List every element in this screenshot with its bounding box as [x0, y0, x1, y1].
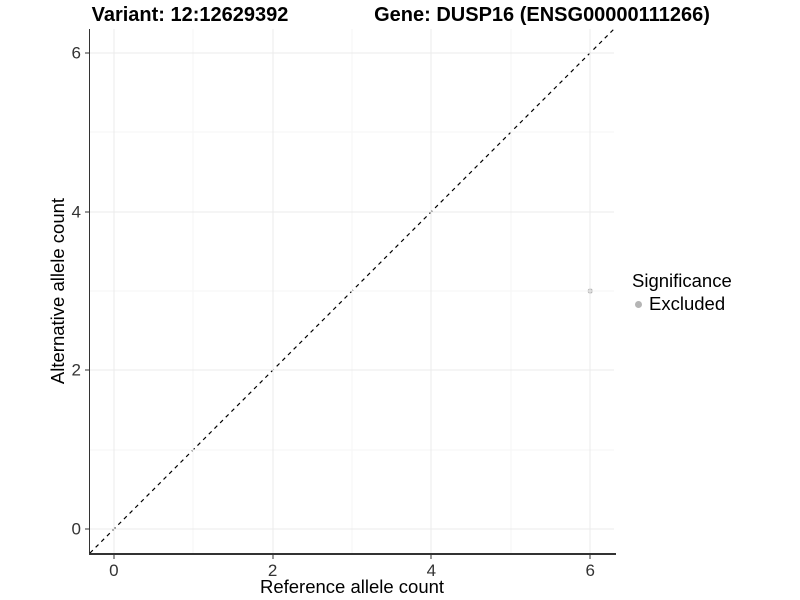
plot-title-variant: Variant: 12:12629392	[91, 4, 289, 26]
x-tick-label: 2	[267, 561, 278, 580]
plot-panel: 0 2 4 6 0 2 4 6	[72, 28, 615, 579]
legend-item-label: Excluded	[649, 293, 726, 314]
y-tick-label: 6	[71, 43, 81, 63]
legend: Significance Excluded	[632, 270, 732, 314]
gridline-y-minor	[90, 449, 614, 451]
legend-item-excluded: Excluded	[632, 294, 732, 314]
x-tick-label: 4	[426, 561, 437, 580]
y-tick-mark	[84, 528, 89, 530]
gridline-y-major	[90, 52, 614, 54]
x-tick-mark	[430, 554, 432, 559]
gridline-y-major	[90, 211, 614, 213]
gridline-y-major	[90, 369, 614, 371]
x-tick-mark	[589, 554, 591, 559]
y-axis-line	[88, 29, 90, 555]
gridline-x-major	[113, 29, 115, 553]
gridline-x-major	[272, 29, 274, 553]
x-tick-label: 6	[585, 561, 595, 580]
y-tick-label: 2	[71, 360, 81, 380]
gridline-y-minor	[90, 131, 614, 133]
x-tick-label: 0	[109, 561, 119, 580]
x-axis-line	[88, 553, 616, 555]
x-axis-title: Reference allele count	[259, 576, 445, 597]
x-tick-mark	[113, 554, 115, 559]
gridline-y-minor	[90, 290, 614, 292]
x-tick-mark	[272, 554, 274, 559]
plot-title-gene: Gene: DUSP16 (ENSG00000111266)	[374, 4, 710, 26]
gridline-x-major	[589, 29, 591, 553]
legend-key-dot	[635, 300, 642, 308]
legend-title: Significance	[632, 270, 732, 291]
gridline-y-major	[90, 528, 614, 530]
y-tick-mark	[84, 369, 89, 371]
gridline-x-major	[430, 29, 432, 553]
y-tick-label: 0	[71, 519, 81, 539]
y-axis-title: Alternative allele count	[47, 197, 68, 385]
y-tick-mark	[84, 52, 89, 54]
y-tick-mark	[84, 211, 89, 213]
y-tick-label: 4	[71, 202, 81, 222]
